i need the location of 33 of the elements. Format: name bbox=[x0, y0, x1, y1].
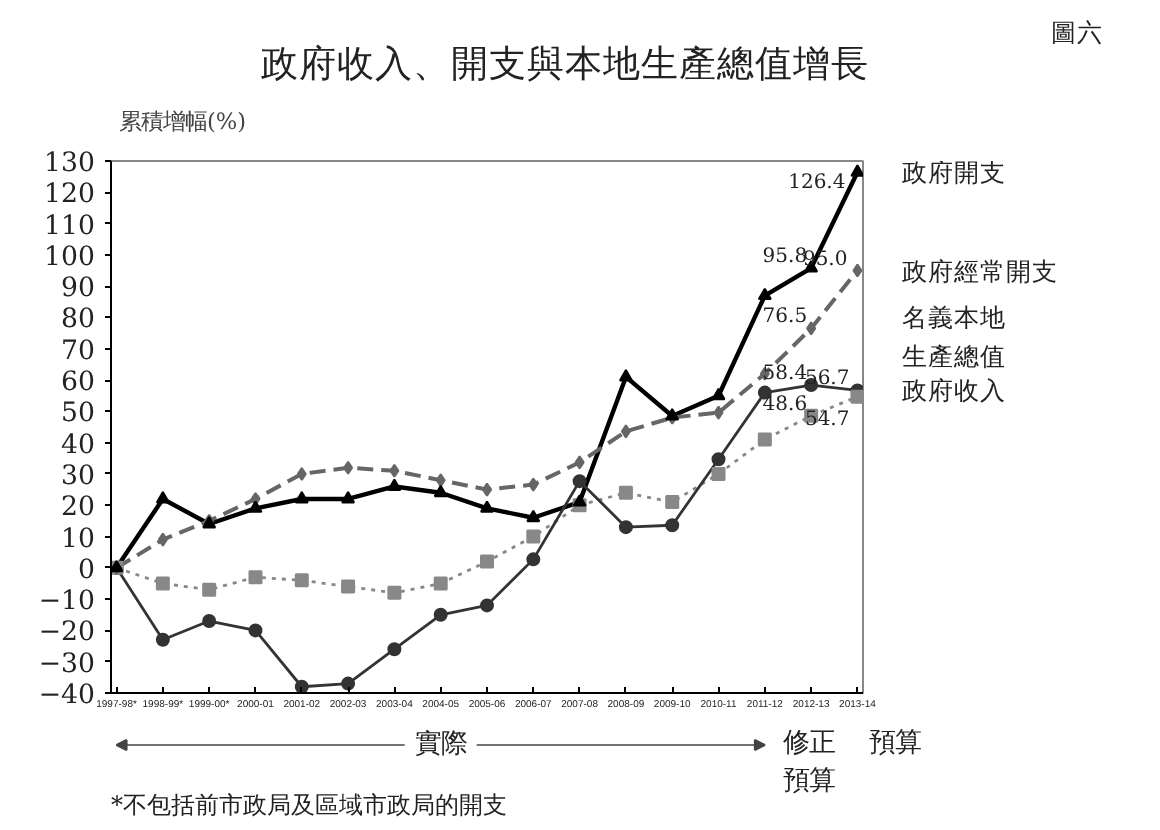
text: 修正預算 bbox=[783, 729, 836, 797]
series-label: 政府收入 bbox=[901, 375, 1006, 406]
series-label: 政府經常開支 bbox=[901, 255, 1058, 286]
y-tick-label: 100 bbox=[44, 242, 96, 273]
data-label: 95.8 bbox=[762, 246, 808, 269]
data-label: 54.7 bbox=[804, 408, 850, 431]
y-tick-label: −20 bbox=[38, 618, 96, 649]
text: 實際 bbox=[414, 730, 467, 760]
y-axis-title: 累積增幅(%) bbox=[119, 107, 247, 135]
text: 預算 bbox=[869, 729, 922, 759]
y-tick-label: 130 bbox=[44, 149, 96, 179]
y-tick-label: 90 bbox=[61, 274, 96, 305]
y-tick-label: 50 bbox=[61, 399, 96, 430]
y-tick-label: 30 bbox=[61, 461, 96, 492]
y-tick-label: 110 bbox=[44, 211, 96, 242]
data-label: 126.4 bbox=[788, 172, 846, 195]
y-tick-label: −40 bbox=[38, 681, 96, 711]
y-tick-label: −10 bbox=[38, 587, 96, 618]
chart-title: 政府收入、開支與本地生產總值增長 bbox=[261, 42, 869, 86]
y-tick-label: 10 bbox=[61, 524, 96, 555]
text: 圖六 bbox=[1051, 17, 1103, 47]
y-tick-label: 120 bbox=[44, 180, 96, 211]
data-label: 76.5 bbox=[762, 306, 808, 329]
data-label: 48.6 bbox=[762, 393, 808, 416]
y-tick-label: 40 bbox=[61, 430, 96, 461]
y-tick-label: 60 bbox=[61, 368, 96, 399]
y-tick-label: 0 bbox=[78, 555, 96, 586]
series-label: 名義本地生產總值 bbox=[901, 302, 1006, 372]
y-tick-label: 70 bbox=[61, 336, 96, 367]
y-tick-label: 80 bbox=[61, 305, 96, 336]
y-tick-label: 20 bbox=[61, 493, 96, 524]
y-tick-label: −30 bbox=[38, 649, 96, 680]
text: *不包括前市政局及區域市政局的開支 bbox=[111, 791, 507, 819]
